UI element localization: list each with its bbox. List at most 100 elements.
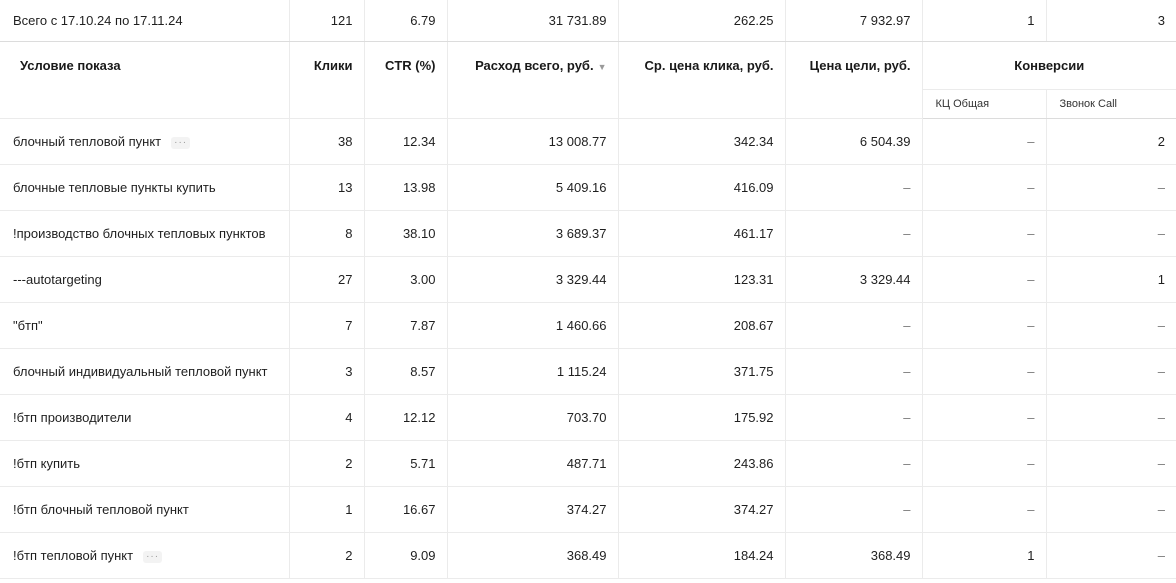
cell-clicks: 13 (289, 164, 365, 211)
header-row: Условие показа Клики CTR (%) Расход всег… (0, 41, 1176, 119)
cell-spend: 487.71 (447, 440, 619, 487)
condition-cell: ---autotargeting (0, 256, 290, 303)
condition-label: !производство блочных тепловых пунктов (13, 226, 266, 241)
cell-ctr: 8.57 (364, 348, 448, 395)
cell-goal-cost: – (785, 394, 923, 441)
condition-cell: блочный индивидуальный тепловой пункт (0, 348, 290, 395)
cell-spend: 3 329.44 (447, 256, 619, 303)
data-rows: блочный тепловой пункт ··· 38 12.34 13 008.7… (0, 118, 1176, 579)
condition-label: ---autotargeting (13, 272, 102, 287)
condition-cell: !бтп купить (0, 440, 290, 487)
cell-spend: 374.27 (447, 486, 619, 533)
sort-desc-icon[interactable]: ▼ (597, 62, 607, 72)
cell-ctr: 5.71 (364, 440, 448, 487)
cell-avg-cpc: 461.17 (618, 210, 786, 257)
cell-avg-cpc: 374.27 (618, 486, 786, 533)
table-row: !бтп тепловой пункт ··· 2 9.09 368.49 184.24 3… (0, 532, 1176, 579)
header-ctr[interactable]: CTR (%) (364, 41, 448, 119)
table-row: ---autotargeting 27 3.00 3 329.44 123.31 3 32… (0, 256, 1176, 303)
cell-goal-cost: – (785, 440, 923, 487)
cell-goal-cost: 6 504.39 (785, 118, 923, 165)
header-avg-cpc[interactable]: Ср. цена клика, руб. (618, 41, 786, 119)
cell-ctr: 38.10 (364, 210, 448, 257)
cell-conv-kc: – (922, 440, 1047, 487)
header-spend[interactable]: Расход всего, руб. ▼ (447, 41, 619, 119)
cell-conv-call: – (1046, 486, 1176, 533)
cell-avg-cpc: 208.67 (618, 302, 786, 349)
cell-clicks: 3 (289, 348, 365, 395)
table-row: !бтп блочный тепловой пункт 1 16.67 374.27 3… (0, 486, 1176, 533)
condition-cell: "бтп" (0, 302, 290, 349)
cell-conv-call: – (1046, 302, 1176, 349)
cell-conv-kc: – (922, 164, 1047, 211)
cell-conv-call: 2 (1046, 118, 1176, 165)
header-condition[interactable]: Условие показа (0, 41, 290, 119)
cell-goal-cost: – (785, 164, 923, 211)
cell-avg-cpc: 243.86 (618, 440, 786, 487)
condition-label: блочный тепловой пункт (13, 134, 162, 149)
header-conv-call[interactable]: Звонок Call (1046, 89, 1176, 119)
total-goal-cost: 7 932.97 (785, 0, 923, 42)
header-goal-cost[interactable]: Цена цели, руб. (785, 41, 923, 119)
table-row: "бтп" 7 7.87 1 460.66 208.67– – – (0, 302, 1176, 349)
table-row: !бтп производители 4 12.12 703.70 175.92– – – (0, 394, 1176, 441)
condition-label: блочные тепловые пункты купить (13, 180, 216, 195)
total-label: Всего с 17.10.24 по 17.11.24 (0, 0, 290, 42)
cell-avg-cpc: 416.09 (618, 164, 786, 211)
subheader-row: КЦ Общая Звонок Call (0, 89, 1176, 119)
cell-spend: 3 689.37 (447, 210, 619, 257)
cell-goal-cost: – (785, 486, 923, 533)
cell-conv-call: – (1046, 210, 1176, 257)
total-ctr: 6.79 (364, 0, 448, 42)
table-row: !бтп купить 2 5.71 487.71 243.86– – – (0, 440, 1176, 487)
cell-goal-cost: – (785, 348, 923, 395)
cell-conv-kc: – (922, 302, 1047, 349)
cell-spend: 1 115.24 (447, 348, 619, 395)
cell-spend: 5 409.16 (447, 164, 619, 211)
table-row: !производство блочных тепловых пунктов 8 3… (0, 210, 1176, 257)
cell-clicks: 2 (289, 440, 365, 487)
header-clicks[interactable]: Клики (289, 41, 365, 119)
cell-ctr: 7.87 (364, 302, 448, 349)
condition-cell: блочные тепловые пункты купить (0, 164, 290, 211)
header-conv-kc[interactable]: КЦ Общая (922, 89, 1047, 119)
cell-conv-kc: – (922, 486, 1047, 533)
cell-clicks: 2 (289, 532, 365, 579)
total-clicks: 121 (289, 0, 365, 42)
cell-clicks: 27 (289, 256, 365, 303)
cell-conv-call: 1 (1046, 256, 1176, 303)
cell-goal-cost: 3 329.44 (785, 256, 923, 303)
condition-cell: !бтп блочный тепловой пункт (0, 486, 290, 533)
total-row: Всего с 17.10.24 по 17.11.24 121 6.79 31… (0, 0, 1176, 42)
cell-conv-kc: – (922, 394, 1047, 441)
cell-conv-call: – (1046, 394, 1176, 441)
more-icon[interactable]: ··· (171, 136, 191, 149)
cell-spend: 368.49 (447, 532, 619, 579)
cell-avg-cpc: 371.75 (618, 348, 786, 395)
condition-label: !бтп блочный тепловой пункт (13, 502, 189, 517)
condition-label: !бтп производители (13, 410, 132, 425)
cell-conv-kc: – (922, 348, 1047, 395)
total-spend: 31 731.89 (447, 0, 619, 42)
condition-cell: !производство блочных тепловых пунктов (0, 210, 290, 257)
total-conv-call: 3 (1046, 0, 1176, 42)
cell-clicks: 1 (289, 486, 365, 533)
cell-conv-call: – (1046, 164, 1176, 211)
table-row: блочный индивидуальный тепловой пункт 3 8.… (0, 348, 1176, 395)
cell-ctr: 12.12 (364, 394, 448, 441)
cell-conv-call: – (1046, 532, 1176, 579)
condition-label: "бтп" (13, 318, 43, 333)
cell-avg-cpc: 175.92 (618, 394, 786, 441)
cell-avg-cpc: 123.31 (618, 256, 786, 303)
condition-label: !бтп купить (13, 456, 81, 471)
more-icon[interactable]: ··· (143, 550, 163, 563)
cell-goal-cost: – (785, 210, 923, 257)
cell-avg-cpc: 184.24 (618, 532, 786, 579)
cell-conv-call: – (1046, 440, 1176, 487)
table-row: блочные тепловые пункты купить 13 13.98 5 4… (0, 164, 1176, 211)
condition-cell: !бтп производители (0, 394, 290, 441)
header-conversions[interactable]: Конверсии (922, 41, 1176, 90)
cell-clicks: 8 (289, 210, 365, 257)
cell-conv-kc: – (922, 256, 1047, 303)
